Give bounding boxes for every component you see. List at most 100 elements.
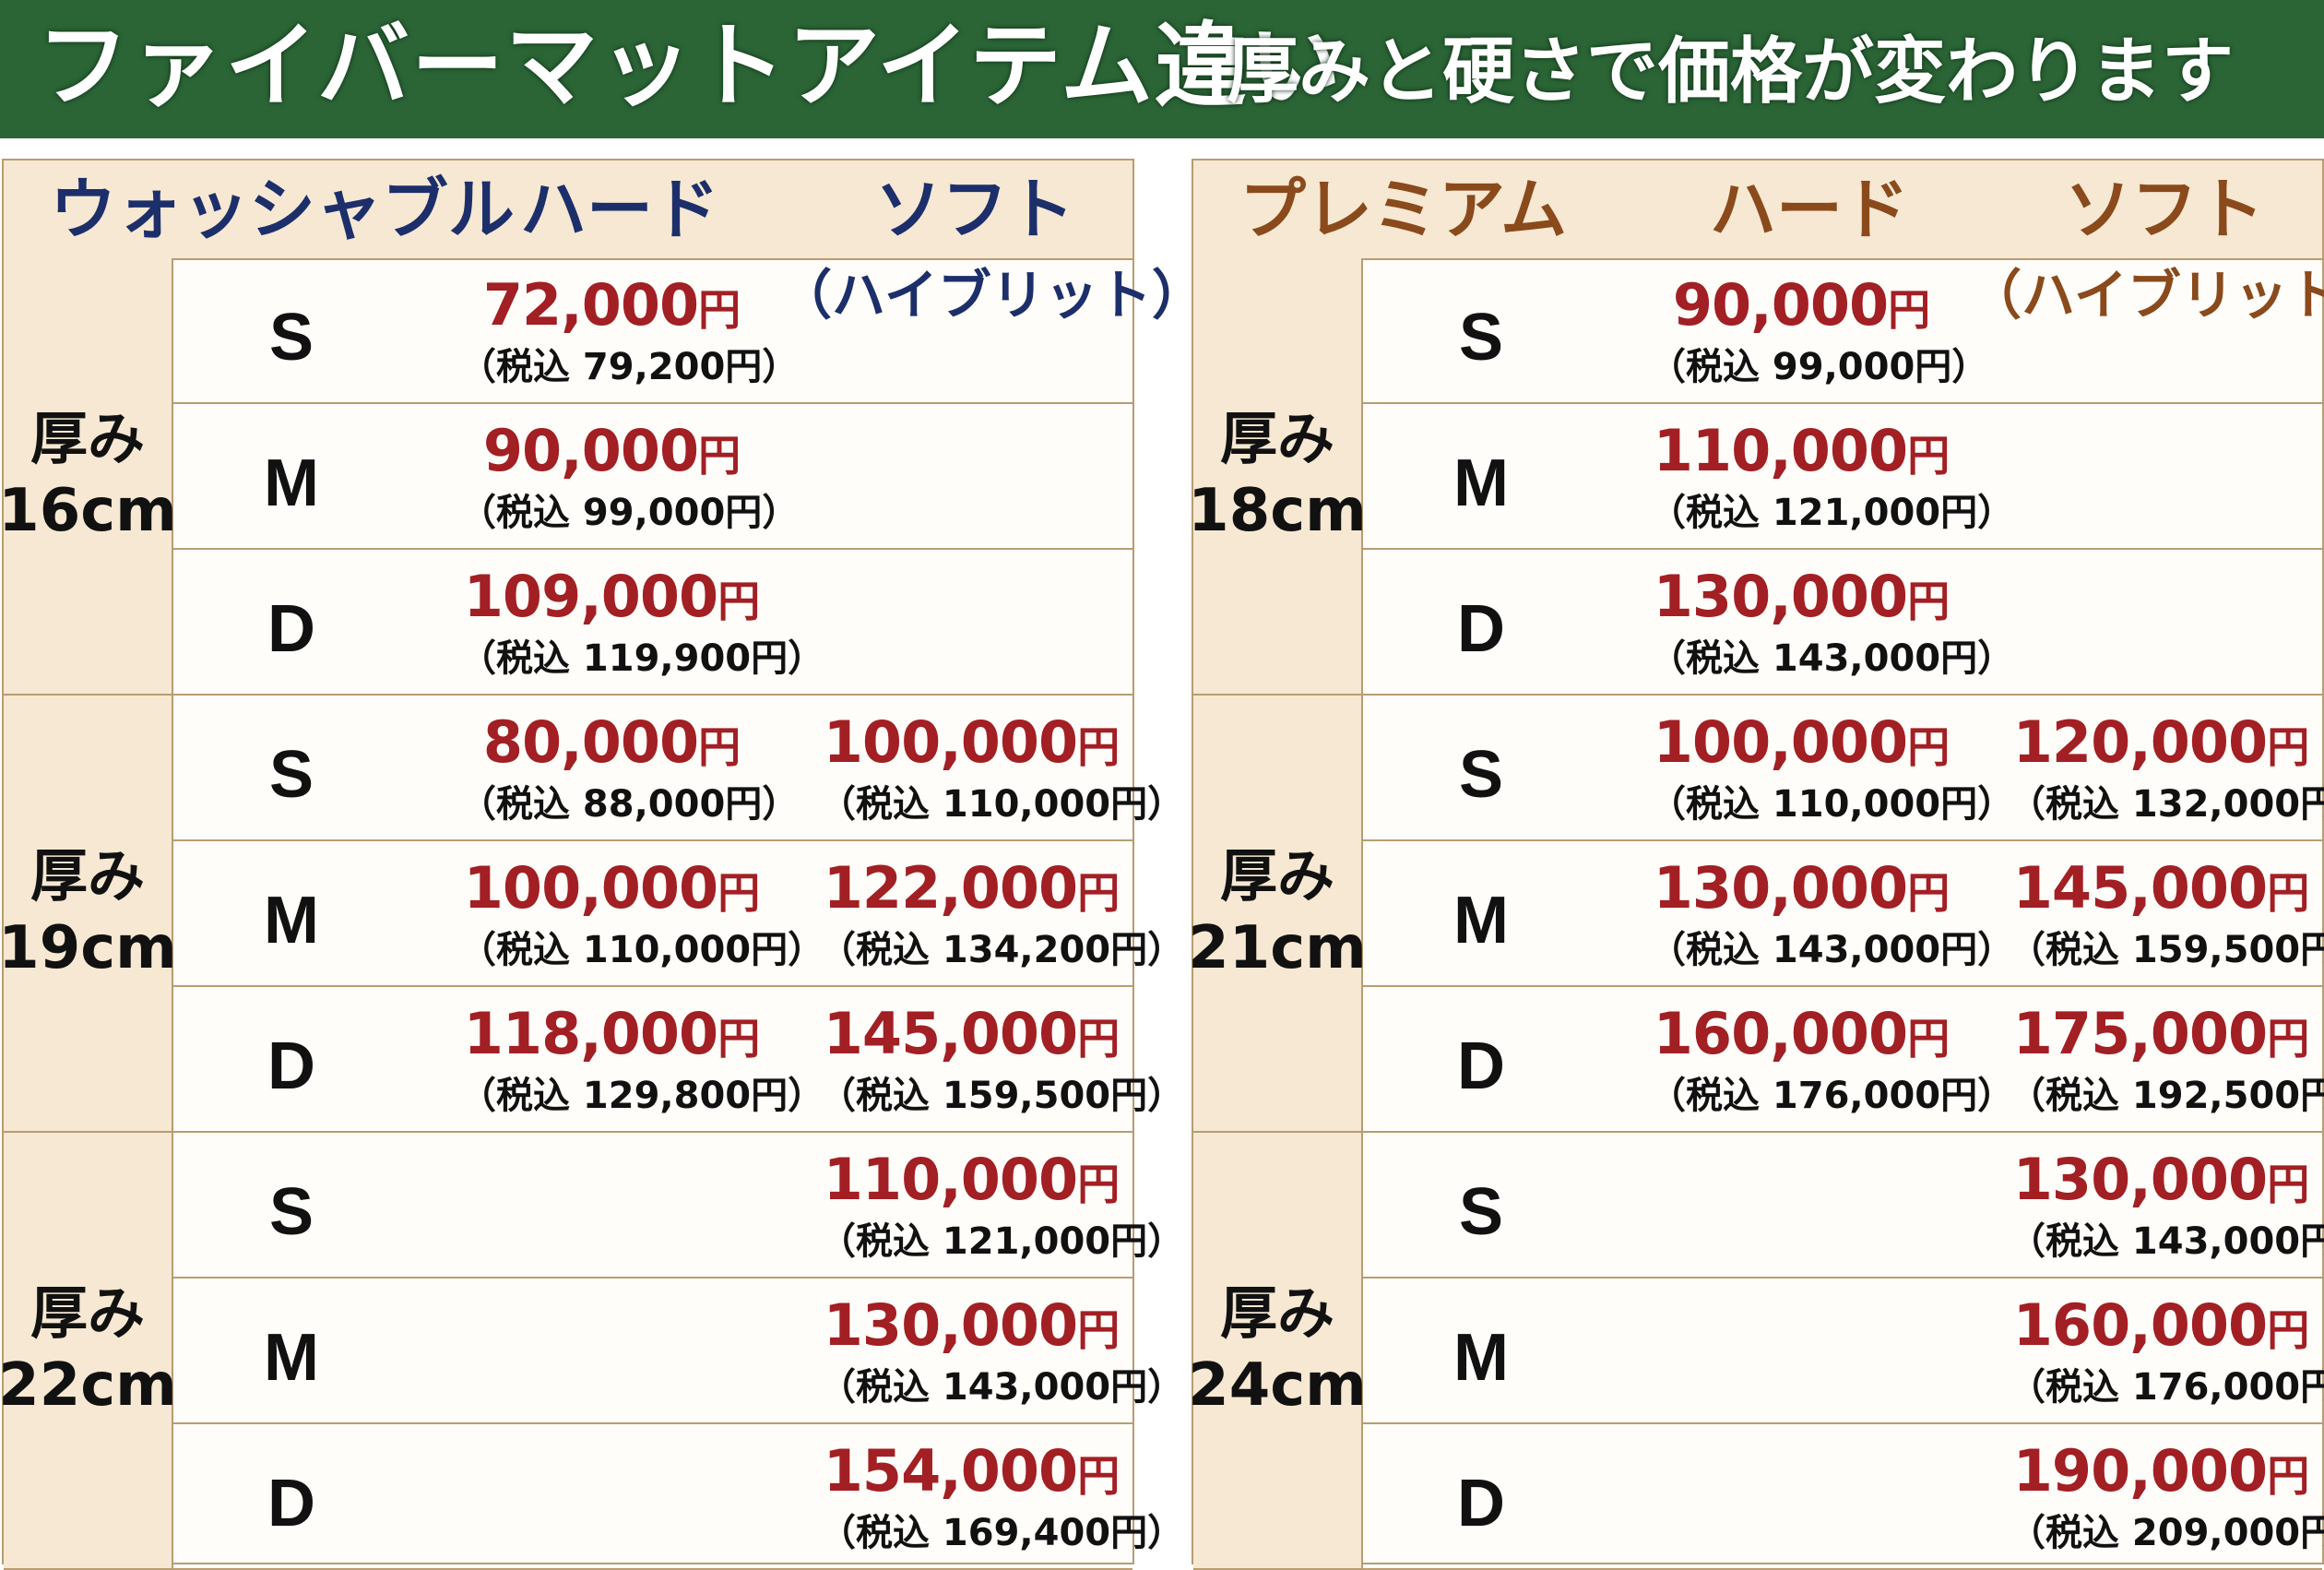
soft-price: 130,000円 (819, 1291, 1123, 1364)
soft-tax-included-price: （税込 143,000円） (2009, 1219, 2324, 1265)
hard-tax-included-price: （税込 129,800円） (459, 1073, 824, 1119)
yen-unit: 円 (1077, 868, 1120, 918)
tax-value: （税込 119,900 (459, 637, 752, 680)
price-value: 154,000 (823, 1437, 1078, 1505)
thickness-word: 厚み (30, 1279, 145, 1347)
table-row: M 110,000円 （税込 121,000円） (1363, 404, 2322, 550)
tax-close: 円） (1110, 1220, 1185, 1263)
yen-unit: 円 (1077, 1451, 1120, 1501)
tax-value: （税込 159,500 (2009, 929, 2301, 971)
size-label: D (1457, 592, 1505, 666)
soft-tax-included-price: （税込 169,400円） (819, 1510, 1184, 1556)
hard-tax-included-price: （税込 121,000円） (1649, 490, 2014, 536)
hard-price: 90,000円 (459, 417, 764, 490)
soft-tax-included-price: （税込 132,000円） (2009, 781, 2324, 827)
soft-price-cell: 100,000円 （税込 110,000円） (819, 708, 1184, 827)
soft-price-cell: 120,000円（税込 132,000円） (2009, 708, 2324, 827)
header-hard: ハード (1710, 171, 1910, 248)
tax-close: 円） (1110, 929, 1185, 971)
size-label: S (268, 301, 314, 375)
table-row: M 130,000円 （税込 143,000円） (173, 1279, 1184, 1424)
table-row: S 72,000円 （税込 79,200円） (173, 258, 1132, 404)
banner-title: ファイバーマットアイテム違い (37, 12, 1343, 120)
soft-price: 160,000円 (2009, 1291, 2313, 1364)
thickness-value: 22cm (0, 1351, 177, 1420)
tax-value: （税込 132,000 (2009, 783, 2301, 826)
thickness-word: 厚み (1219, 405, 1334, 472)
price-value: 130,000 (1653, 563, 1908, 630)
yen-unit: 円 (698, 285, 741, 335)
size-label: D (1457, 1029, 1505, 1103)
yen-unit: 円 (2267, 722, 2309, 772)
hard-price-cell: 72,000円 （税込 79,200円） (459, 271, 799, 390)
tax-close: 円） (1110, 1075, 1185, 1117)
tax-value: （税込 209,000 (2009, 1512, 2301, 1554)
tax-value: （税込 143,000 (819, 1366, 1111, 1409)
tax-close: 円） (725, 783, 800, 826)
size-label: M (1453, 1321, 1509, 1395)
table-header: ウォッシャブル ハード ソフト (4, 161, 1132, 260)
table-row: D 154,000円 （税込 169,400円） (173, 1424, 1184, 1570)
yen-unit: 円 (1077, 1160, 1120, 1209)
price-value: 110,000 (823, 1146, 1078, 1213)
price-value: 100,000 (823, 708, 1078, 776)
hard-price: 118,000円 (459, 1000, 764, 1073)
soft-tax-included-price: （税込 134,200円） (819, 927, 1184, 973)
soft-tax-included-price: （税込 159,500円） (2009, 927, 2324, 973)
hard-price-cell: 160,000円 （税込 176,000円） (1649, 1000, 2014, 1119)
yen-unit: 円 (2267, 1014, 2309, 1064)
thickness-value: 21cm (1188, 914, 1367, 982)
table-row: S 100,000円 （税込 110,000円） 120,000円 （税込 132,00… (1363, 696, 2324, 841)
thickness-label: 厚み 18cm (1188, 258, 1367, 696)
soft-price: 120,000円 (2009, 708, 2313, 781)
hard-tax-included-price: （税込 88,000円） (459, 781, 799, 827)
soft-price: 175,000円 (2009, 1000, 2313, 1073)
soft-price: 110,000円 (819, 1146, 1123, 1219)
hard-tax-included-price: （税込 119,900円） (459, 636, 824, 682)
tax-value: （税込 143,000 (1649, 637, 1941, 680)
thickness-word: 厚み (30, 405, 145, 472)
size-label: S (268, 1175, 314, 1249)
tax-value: （税込 99,000 (1649, 346, 1915, 388)
soft-price-cell: 130,000円（税込 143,000円） (2009, 1146, 2324, 1265)
thickness-value: 18cm (1188, 477, 1367, 545)
tax-close: 円） (1940, 1075, 2015, 1117)
soft-price-cell: 154,000円 （税込 169,400円） (819, 1437, 1184, 1556)
soft-tax-included-price: （税込 209,000円） (2009, 1510, 2324, 1556)
banner-subtitle: 厚みと硬さで価格が変わります (1227, 30, 2235, 113)
price-value: 90,000 (1672, 271, 1889, 339)
soft-tax-included-price: （税込 159,500円） (819, 1073, 1184, 1119)
tax-value: （税込 159,500 (819, 1075, 1111, 1117)
tax-value: （税込 143,000 (2009, 1220, 2301, 1263)
soft-price-cell: 190,000円（税込 209,000円） (2009, 1437, 2324, 1556)
price-value: 130,000 (1653, 854, 1908, 922)
soft-price: 190,000円 (2009, 1437, 2313, 1510)
table-row: M 100,000円 （税込 110,000円） 122,000円 （税込 134,20… (173, 841, 1184, 987)
hard-price: 160,000円 (1649, 1000, 1953, 1073)
hard-tax-included-price: （税込 110,000円） (459, 927, 824, 973)
price-value: 72,000 (482, 271, 699, 339)
hard-price-cell: 100,000円 （税込 110,000円） (1649, 708, 2014, 827)
price-value: 175,000 (2012, 1000, 2268, 1067)
size-label: M (264, 1321, 319, 1395)
price-value: 145,000 (2012, 854, 2268, 922)
soft-price: 154,000円 (819, 1437, 1123, 1510)
size-label: D (267, 1029, 315, 1103)
table-row: S 80,000円 （税込 88,000円） 100,000円 （税込 110,000円… (173, 696, 1184, 841)
soft-tax-included-price: （税込 110,000円） (819, 781, 1184, 827)
header-product: プレミアム (1239, 171, 1567, 248)
hard-price: 130,000円 (1649, 563, 1953, 636)
hard-tax-included-price: （税込 143,000円） (1649, 636, 2014, 682)
yen-unit: 円 (698, 431, 741, 481)
size-label: S (1458, 738, 1504, 812)
hard-price-cell: 118,000円 （税込 129,800円） (459, 1000, 824, 1119)
price-value: 130,000 (823, 1291, 1078, 1359)
price-value: 100,000 (1653, 708, 1908, 776)
tax-close: 円） (725, 346, 800, 388)
tax-value: （税込 79,200 (459, 346, 726, 388)
hard-price-cell: 90,000円 （税込 99,000円） (459, 417, 799, 536)
